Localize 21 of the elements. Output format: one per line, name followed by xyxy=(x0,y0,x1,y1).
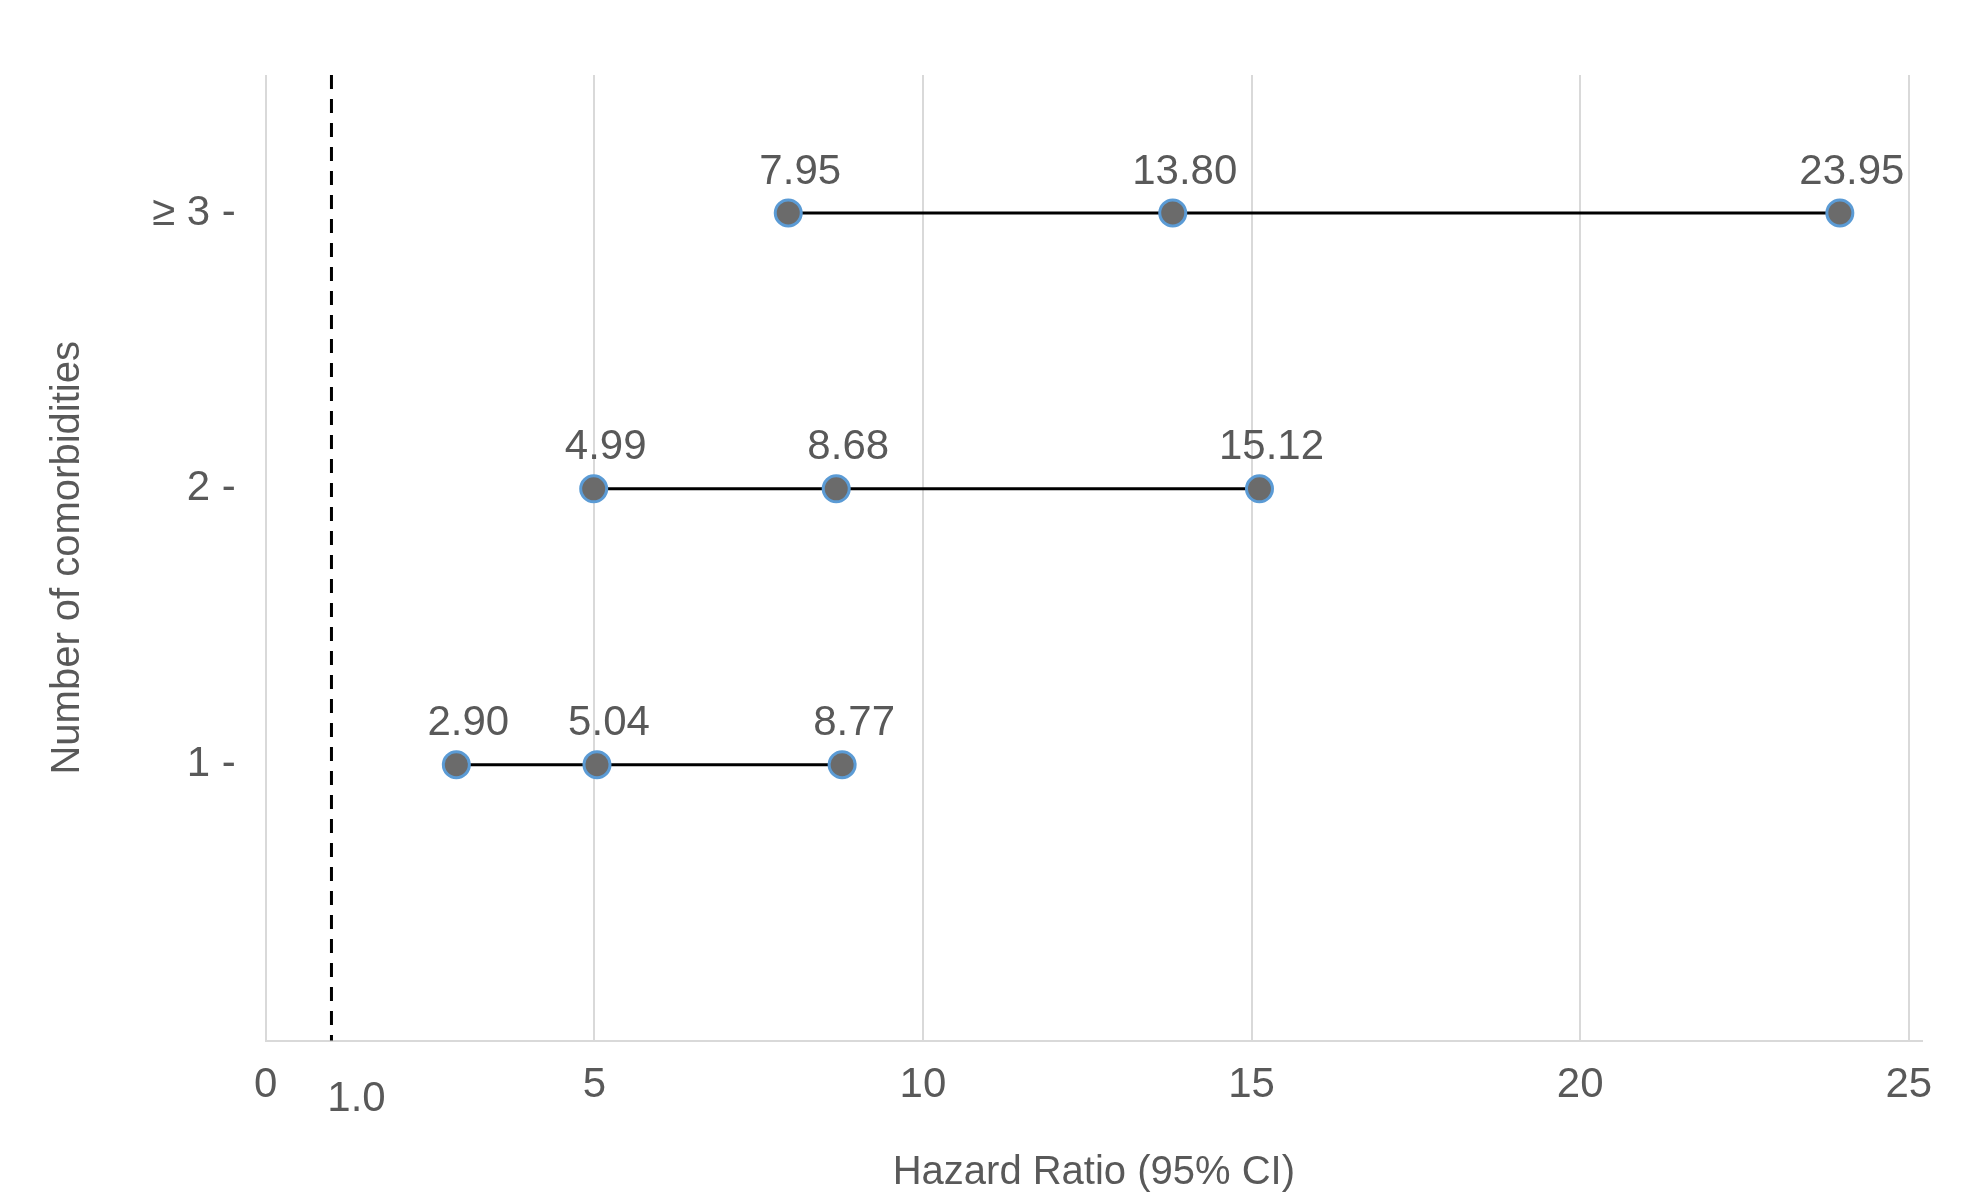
y-axis-title: Number of comorbidities xyxy=(43,341,88,775)
y-tick-label: ≥ 3 - xyxy=(152,186,236,234)
y-tick-label: 2 - xyxy=(186,462,236,510)
x-axis-title: Hazard Ratio (95% CI) xyxy=(892,1148,1296,1193)
x-tick-label: 5 xyxy=(582,1059,607,1107)
annotation: 23.95 xyxy=(1799,145,1905,193)
annotation: 5.04 xyxy=(568,697,650,745)
x-tick-label: 15 xyxy=(1228,1059,1275,1107)
annotation: 2.90 xyxy=(427,697,510,745)
annotation: 8.68 xyxy=(807,421,890,469)
annotation: 8.77 xyxy=(813,697,896,745)
x-tick-label: 10 xyxy=(899,1059,947,1107)
x-tick-label: 20 xyxy=(1556,1059,1604,1107)
x-tick-label: 25 xyxy=(1885,1059,1933,1107)
x-tick-label: 0 xyxy=(254,1059,278,1107)
annotation: 15.12 xyxy=(1218,421,1325,469)
ref-line-label: 1.0 xyxy=(327,1073,386,1121)
y-tick-label: 1 - xyxy=(186,738,236,786)
annotation: 7.95 xyxy=(759,145,842,193)
annotation: 13.80 xyxy=(1132,145,1238,193)
annotation: 4.99 xyxy=(564,421,647,469)
